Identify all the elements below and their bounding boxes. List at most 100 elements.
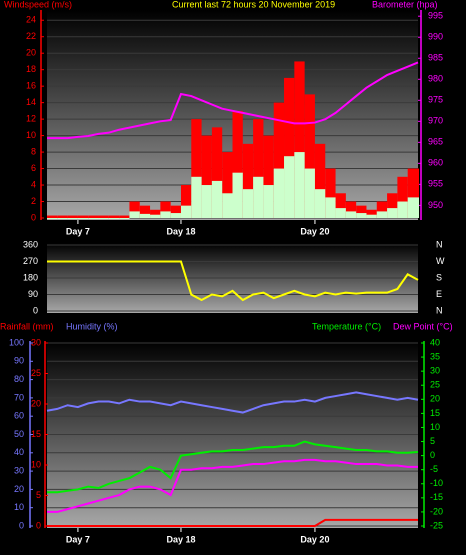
tick-label: 8 [31,146,36,156]
wind-bar [356,213,367,218]
tick-label: 965 [428,137,443,147]
wind-bar [160,211,171,218]
wind-bar [263,185,274,218]
wind-bar [77,215,89,218]
wind-bar [253,119,264,218]
wind-bar [314,143,326,218]
wind-bar [387,193,398,218]
wind-bar [376,201,388,218]
tick-label: 20 [31,398,41,408]
wind-bar [387,208,398,218]
wind-bar [201,185,212,218]
tick-label: 0 [19,520,24,530]
tick-label: 100 [9,337,24,347]
tick-label: 25 [430,380,440,390]
wind-bar [98,218,109,219]
legend-label: Rainfall (mm) [0,321,54,331]
wind-bar [129,211,140,218]
wind-bar [418,197,419,218]
wind-bar [397,201,408,218]
tick-label: 15 [430,408,440,418]
tick-label: 960 [428,158,443,168]
legend-label: Dew Point (°C) [393,321,453,331]
wind-bar [57,218,68,219]
wind-bar [119,215,130,218]
series-line [47,458,418,513]
wind-bar [366,214,377,218]
wind-bar [314,189,326,218]
wind-bar [67,215,78,218]
wind-bar [232,172,243,218]
wind-bar [284,77,295,218]
series-line [47,61,419,140]
wind-bar [397,176,408,218]
wind-bar [108,218,120,219]
tick-label: 10 [14,502,24,512]
series-line [46,391,419,414]
tick-label: 990 [428,32,443,42]
wind-bar [345,201,357,218]
wind-bar [284,156,295,218]
wind-bar [366,209,377,218]
wind-bar [119,218,130,219]
x-tick-label: Day 7 [66,226,90,236]
tick-label: 0 [430,450,435,460]
tick-label: W [436,256,445,266]
wind-bar [129,201,140,218]
wind-bar [88,215,99,218]
tick-label: 955 [428,179,443,189]
wind-bar [139,213,151,218]
wind-bar [77,218,89,219]
x-tick-label: Day 18 [166,226,195,236]
wind-bar [170,205,181,218]
wind-bar [407,168,418,218]
tick-label: 20 [430,394,440,404]
legend-label: Barometer (hpa) [372,0,438,9]
wind-bar [263,135,274,218]
wind-bar [418,168,419,218]
legend-label: Temperature (°C) [312,321,381,331]
tick-label: 0 [31,212,36,222]
x-tick-label: Day 7 [66,534,90,544]
tick-label: 30 [31,337,41,347]
wind-bar [191,176,202,218]
tick-label: 995 [428,11,443,21]
wind-bar [335,208,346,218]
tick-label: 50 [14,429,24,439]
x-tick-label: Day 20 [300,226,329,236]
chart-title: Current last 72 hours 20 November 2019 [172,0,335,9]
tick-label: 10 [31,459,41,469]
tick-label: 20 [14,484,24,494]
wind-bar [345,211,357,218]
tick-label: 24 [26,15,36,25]
tick-label: 0 [33,305,38,315]
wind-bar [98,215,109,218]
wind-bar [180,185,192,218]
tick-label: 25 [31,368,41,378]
tick-label: 30 [430,366,440,376]
tick-label: 5 [430,436,435,446]
wind-bar [253,176,264,218]
tick-label: N [436,305,443,315]
series-line [47,260,419,302]
tick-label: 18 [26,64,36,74]
wind-bar [150,209,161,218]
wind-bar [242,189,254,218]
wind-bar [211,127,223,218]
tick-label: 360 [23,239,38,249]
wind-bar [57,215,68,218]
wind-bar [232,110,243,218]
wind-bar [407,197,418,218]
tick-label: 60 [14,411,24,421]
tick-label: 15 [31,429,41,439]
tick-label: 985 [428,53,443,63]
wind-bar [356,205,367,218]
wind-bar [88,218,99,219]
tick-label: 4 [31,179,36,189]
wind-bar [376,211,388,218]
tick-label: -20 [430,506,443,516]
tick-label: -25 [430,520,443,530]
wind-bar [325,197,336,218]
legend-label: Humidity (%) [66,321,118,331]
wind-bar [211,180,223,218]
